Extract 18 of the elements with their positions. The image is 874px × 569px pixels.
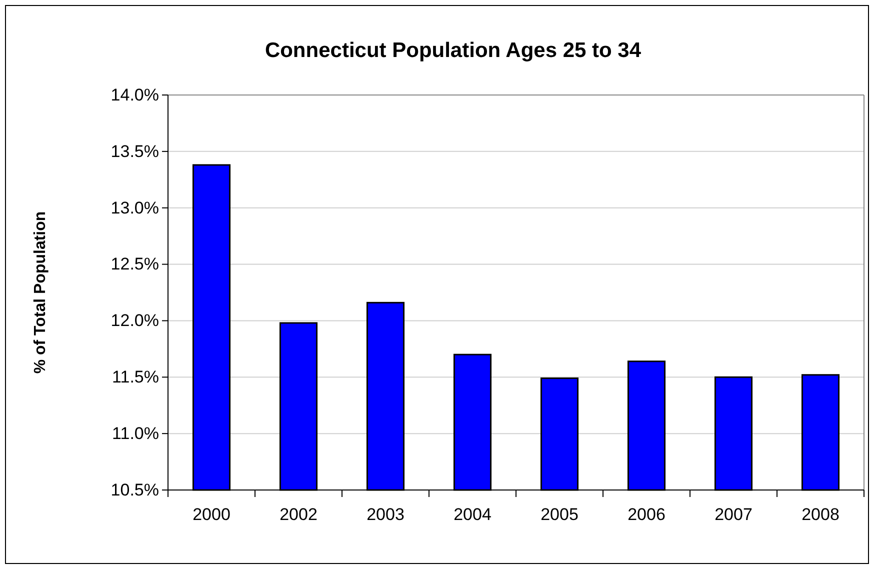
y-tick-label: 12.0% <box>110 311 159 330</box>
chart-title: Connecticut Population Ages 25 to 34 <box>264 39 642 62</box>
y-tick-label: 12.5% <box>110 254 159 274</box>
x-tick-label: 2008 <box>802 505 840 524</box>
y-tick-label: 14.0% <box>110 85 159 104</box>
y-tick-label: 13.0% <box>110 198 159 218</box>
y-tick-label: 11.0% <box>112 424 159 444</box>
x-tick-label: 2005 <box>540 505 578 524</box>
x-tick-label: 2006 <box>628 505 666 524</box>
x-tick-label: 2007 <box>714 505 752 524</box>
x-tick-label: 2004 <box>454 505 492 524</box>
y-tick-label: 13.5% <box>110 142 159 161</box>
x-tick-label: 2002 <box>280 505 318 524</box>
x-tick-label: 2000 <box>192 505 230 524</box>
y-tick-label: 11.5% <box>112 368 159 387</box>
x-tick-label: 2003 <box>366 505 404 524</box>
y-tick-label: 10.5% <box>110 480 159 500</box>
y-axis-title: % of Total Population <box>32 211 49 374</box>
